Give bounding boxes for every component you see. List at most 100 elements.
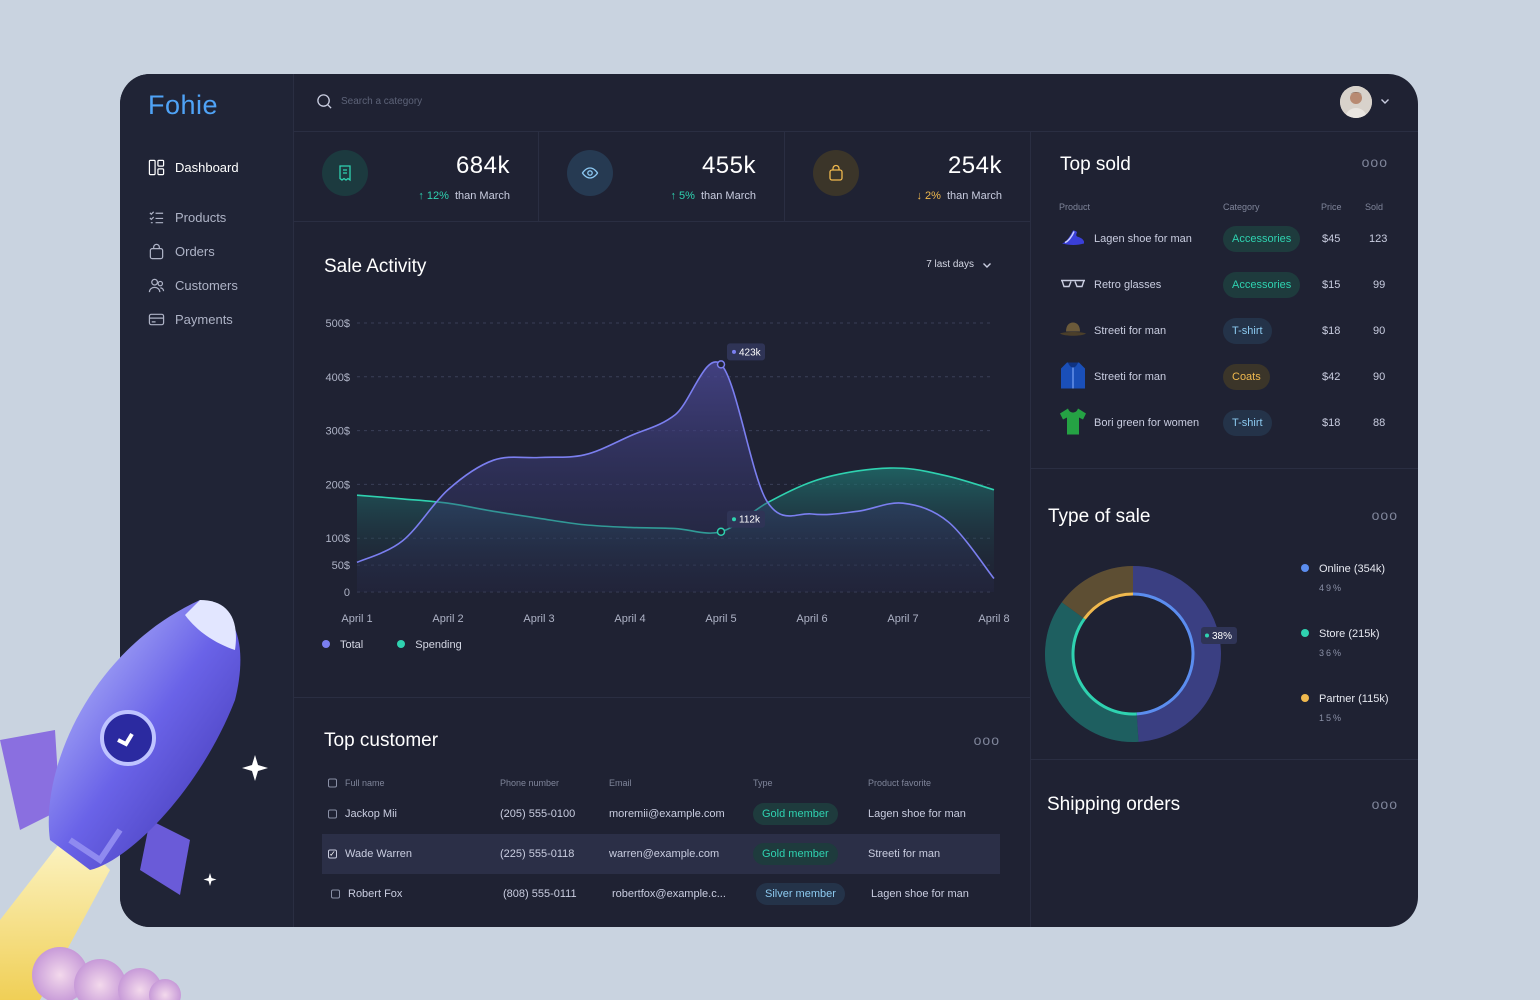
arrow-up-icon: ↑ [418, 190, 424, 202]
avatar[interactable] [1340, 86, 1372, 118]
product-price: $45 [1322, 233, 1341, 245]
more-options-button[interactable]: ooo [1371, 796, 1398, 812]
donut-segment [1132, 592, 1195, 716]
product-price: $15 [1322, 279, 1341, 291]
y-tick-label: 300$ [326, 426, 350, 438]
period-dropdown[interactable]: 7 last days [926, 259, 992, 270]
row-checkbox[interactable] [331, 889, 340, 899]
customer-email: robertfox@example.c... [612, 888, 726, 900]
data-point [716, 527, 726, 536]
sidebar-item-dashboard[interactable]: Dashboard [148, 154, 288, 180]
stat-percent: 12% [426, 190, 449, 202]
donut-segment-outer [1045, 602, 1139, 742]
type-of-sale-panel: Type of sale ooo 38% Online (354k) 49% S… [1031, 469, 1418, 760]
table-row[interactable]: Jackop Mii (205) 555-0100 moremii@exampl… [322, 794, 1000, 834]
y-tick-label: 0 [344, 587, 350, 599]
table-row[interactable]: Lagen shoe for man Accessories $45 123 [1059, 216, 1391, 262]
product-sold: 90 [1373, 325, 1386, 337]
sidebar-item-label: Dashboard [175, 159, 239, 175]
more-options-button[interactable]: ooo [1361, 154, 1388, 170]
donut-segment-outer [1061, 566, 1134, 620]
sidebar: Fohie Dashboard Products Orders Customer… [120, 74, 294, 927]
table-header: Product Category Price Sold [1059, 198, 1391, 216]
row-checkbox-checked[interactable]: ✓ [328, 849, 337, 859]
y-tick-label: 400$ [326, 372, 350, 384]
x-tick-label: April 1 [341, 613, 372, 625]
more-options-button[interactable]: ooo [973, 732, 1000, 748]
stat-percent: 5% [679, 190, 695, 202]
x-tick-label: April 7 [887, 613, 918, 625]
arrow-up-icon: ↑ [670, 190, 676, 202]
sidebar-item-label: Customers [175, 277, 238, 293]
legend-label: Store (215k) [1319, 628, 1380, 640]
data-label-box [727, 510, 765, 528]
sidebar-item-products[interactable]: Products [148, 200, 288, 234]
select-all-checkbox[interactable] [328, 778, 337, 788]
top-sold-panel: Top sold ooo Product Category Price Sold… [1031, 132, 1418, 469]
topbar [294, 74, 1418, 132]
more-options-button[interactable]: ooo [1371, 507, 1398, 523]
stat-percent: 2% [925, 190, 941, 202]
search-input[interactable] [341, 96, 581, 107]
chevron-down-icon[interactable] [1380, 96, 1390, 106]
y-tick-label: 200$ [326, 479, 350, 491]
product-sold: 88 [1373, 417, 1386, 429]
table-row[interactable]: Streeti for man T-shirt $18 90 [1059, 308, 1391, 354]
product-sold: 99 [1373, 279, 1386, 291]
table-row[interactable]: Retro glasses Accessories $15 99 [1059, 262, 1391, 308]
x-tick-label: April 3 [523, 613, 554, 625]
sidebar-item-payments[interactable]: Payments [148, 302, 288, 336]
category-badge: Accessories [1223, 226, 1301, 252]
customer-phone: (225) 555-0118 [500, 848, 575, 860]
stat-delta: ↑ 12% than March [418, 190, 510, 202]
table-row[interactable]: ✓ Wade Warren (225) 555-0118 warren@exam… [322, 834, 1000, 874]
customer-email: moremii@example.com [609, 808, 725, 820]
panel-title: Sale Activity [324, 256, 427, 277]
stat-suffix: than March [946, 190, 1002, 202]
donut-segment-outer [1132, 566, 1221, 742]
donut-label-dot [1205, 633, 1209, 638]
legend-dot [397, 640, 406, 648]
legend-dot [1301, 564, 1309, 572]
favorite-product: Lagen shoe for man [871, 888, 969, 900]
data-label-box [727, 343, 765, 361]
sidebar-item-label: Orders [175, 243, 215, 259]
list-icon [149, 210, 164, 223]
sidebar-item-customers[interactable]: Customers [148, 268, 288, 302]
row-checkbox[interactable] [328, 809, 337, 819]
panel-title: Type of sale [1048, 506, 1151, 527]
column-header: Phone number [500, 778, 560, 788]
stat-suffix: than March [700, 190, 756, 202]
column-header: Full name [345, 778, 385, 788]
jacket-icon [1059, 361, 1087, 394]
stat-delta: ↑ 5% than March [670, 190, 756, 202]
favorite-product: Streeti for man [868, 848, 941, 860]
stat-delta: ↓ 2% than March [916, 190, 1002, 202]
column-header: Type [753, 778, 773, 788]
table-row[interactable]: Robert Fox (808) 555-0111 robertfox@exam… [322, 874, 1000, 914]
stat-card-receipts: 684k ↑ 12% than March [294, 132, 539, 222]
product-price: $18 [1322, 325, 1341, 337]
product-sold: 90 [1373, 371, 1386, 383]
donut-hole [1075, 596, 1191, 712]
category-badge: T-shirt [1223, 410, 1272, 436]
sale-activity-panel: Sale Activity 7 last days 0 50$ 100$ 200$ 30… [294, 222, 1031, 698]
legend-percent: 15% [1319, 713, 1344, 723]
x-tick-label: April 8 [978, 613, 1009, 625]
legend-label: Partner (115k) [1319, 693, 1389, 705]
product-name: Bori green for women [1094, 417, 1200, 429]
table-row[interactable]: Streeti for man Coats $42 90 [1059, 354, 1391, 400]
member-badge: Silver member [756, 883, 845, 905]
category-badge: T-shirt [1223, 318, 1272, 344]
sidebar-item-label: Products [175, 209, 227, 225]
column-header: Sold [1365, 202, 1384, 212]
card-icon [148, 313, 165, 325]
sidebar-item-orders[interactable]: Orders [148, 234, 288, 268]
sidebar-nav: Dashboard Products Orders Customers Paym… [148, 154, 288, 336]
x-tick-label: April 2 [432, 613, 463, 625]
hat-icon [1059, 320, 1087, 343]
chart-legend: Total Spending [322, 639, 462, 651]
table-row[interactable]: Bori green for women T-shirt $18 88 [1059, 400, 1391, 446]
panel-title: Shipping orders [1047, 794, 1181, 815]
type-of-sale-donut: 38% [1045, 566, 1237, 742]
